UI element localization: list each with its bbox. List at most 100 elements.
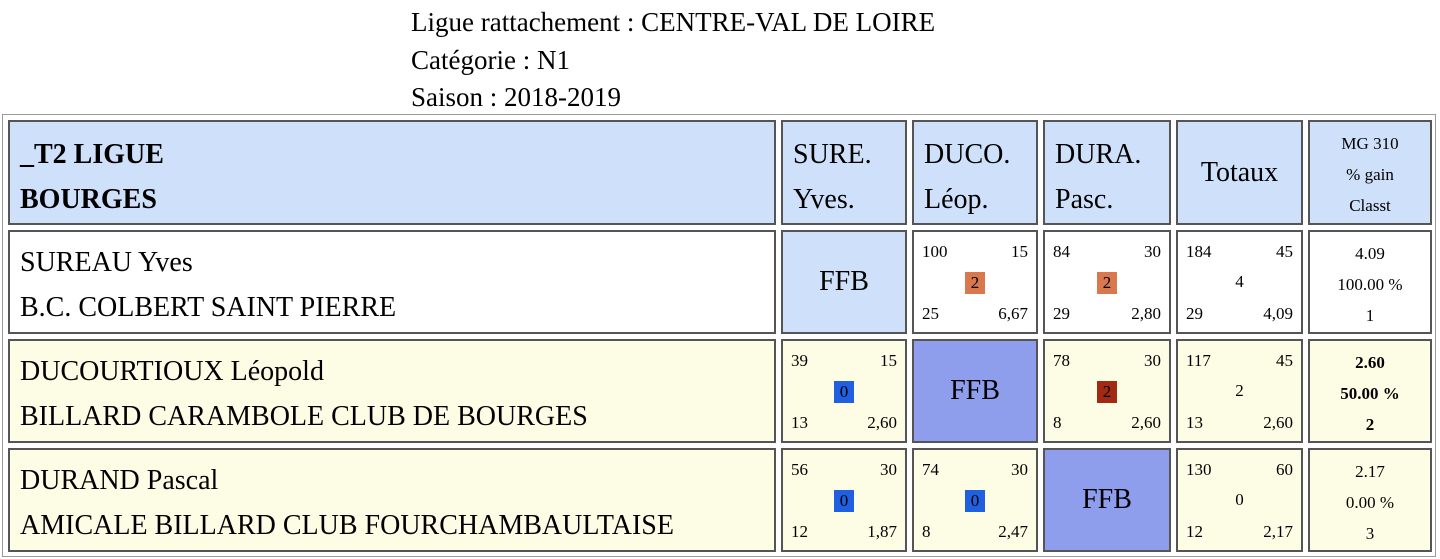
match-points-badge: 2: [965, 272, 985, 294]
average: 2,80: [1131, 304, 1161, 323]
player-name: DURAND Pascal: [20, 465, 219, 496]
column-header-line1: SURE.: [793, 139, 872, 170]
average: 2,60: [1263, 413, 1293, 432]
player-club: B.C. COLBERT SAINT PIERRE: [20, 292, 397, 323]
mg-average: 2.60: [1355, 353, 1385, 372]
column-header-line1: DUCO.: [924, 139, 1011, 170]
rank: 2: [1365, 415, 1375, 434]
innings: 15: [1011, 242, 1028, 261]
gain-percent: 50.00 %: [1340, 384, 1400, 403]
match-points-badge: 0: [834, 381, 854, 403]
rank: 1: [1365, 306, 1375, 325]
best-series: 25: [922, 304, 939, 323]
mg-average: 4.09: [1355, 244, 1385, 263]
player-cell-sureau: SUREAU Yves B.C. COLBERT SAINT PIERRE: [8, 230, 776, 334]
best-series: 13: [1186, 413, 1203, 432]
best-series: 12: [1186, 522, 1203, 541]
column-header-line2: Pasc.: [1055, 184, 1114, 215]
team-city: BOURGES: [20, 184, 157, 215]
total-innings: 45: [1276, 351, 1293, 370]
points: 78: [1053, 351, 1070, 370]
match-points-badge: 0: [834, 490, 854, 512]
innings: 30: [880, 460, 897, 479]
best-series: 29: [1186, 304, 1203, 323]
column-header-line1: DURA.: [1055, 139, 1142, 170]
total-points: 184: [1186, 242, 1212, 261]
page-header: Ligue rattachement : CENTRE-VAL DE LOIRE…: [411, 4, 935, 117]
ffb-cell: FFB: [781, 230, 907, 334]
player-name: SUREAU Yves: [20, 247, 193, 278]
average: 2,60: [1131, 413, 1161, 432]
column-header-line2: Léop.: [924, 184, 989, 215]
player-club: AMICALE BILLARD CLUB FOURCHAMBAULTAISE: [20, 510, 674, 541]
total-match-points: 2: [1235, 381, 1244, 400]
gain-percent: 0.00 %: [1345, 493, 1395, 512]
best-series: 13: [791, 413, 808, 432]
rank: 3: [1365, 524, 1375, 543]
mg-average: 2.17: [1355, 462, 1385, 481]
player-name: DUCOURTIOUX Léopold: [20, 356, 324, 387]
match-points-badge: 2: [1097, 272, 1117, 294]
best-series: 12: [791, 522, 808, 541]
total-innings: 60: [1276, 460, 1293, 479]
player-cell-ducourtioux: DUCOURTIOUX Léopold BILLARD CARAMBOLE CL…: [8, 339, 776, 443]
ligue-line: Ligue rattachement : CENTRE-VAL DE LOIRE: [411, 7, 936, 37]
column-header-ducourtioux: DUCO. Léop.: [912, 120, 1038, 225]
total-match-points: 4: [1235, 272, 1244, 291]
ffb-label: FFB: [819, 266, 869, 297]
ffb-label: FFB: [950, 375, 1000, 406]
match-points-badge: 2: [1097, 381, 1117, 403]
average: 6,67: [998, 304, 1028, 323]
totals-cell: 130 60 0 12 2,17: [1176, 448, 1303, 552]
ffb-label: FFB: [1082, 484, 1132, 515]
saison-line: Saison : 2018-2019: [411, 82, 622, 112]
points: 84: [1053, 242, 1070, 261]
classt-label: Classt: [1349, 196, 1391, 215]
categorie-line: Catégorie : N1: [411, 44, 570, 75]
column-header-line2: Yves.: [793, 184, 855, 215]
mg-cell: 4.09 100.00 % 1: [1308, 230, 1432, 334]
results-grid: _T2 LIGUE BOURGES SURE. Yves. DUCO. Léop…: [2, 114, 1436, 557]
average: 2,60: [867, 413, 897, 432]
totals-cell: 184 45 4 29 4,09: [1176, 230, 1303, 334]
mg-label: MG 310: [1341, 134, 1399, 153]
mg-cell: 2.60 50.00 % 2: [1308, 339, 1432, 443]
mg-cell: 2.17 0.00 % 3: [1308, 448, 1432, 552]
points: 56: [791, 460, 808, 479]
column-header-sureau: SURE. Yves.: [781, 120, 907, 225]
result-cell: 56 30 0 12 1,87: [781, 448, 907, 552]
team-header-cell: _T2 LIGUE BOURGES: [8, 120, 776, 225]
average: 4,09: [1263, 304, 1293, 323]
innings: 30: [1144, 242, 1161, 261]
innings: 30: [1011, 460, 1028, 479]
total-match-points: 0: [1235, 490, 1244, 509]
result-cell: 100 15 2 25 6,67: [912, 230, 1038, 334]
match-points-badge: 0: [965, 490, 985, 512]
ffb-cell: FFB: [1043, 448, 1171, 552]
team-name: _T2 LIGUE: [20, 139, 164, 170]
result-cell: 39 15 0 13 2,60: [781, 339, 907, 443]
total-points: 117: [1186, 351, 1211, 370]
average: 2,47: [998, 522, 1028, 541]
total-innings: 45: [1276, 242, 1293, 261]
best-series: 8: [922, 522, 931, 541]
totals-header: Totaux: [1176, 120, 1303, 225]
best-series: 29: [1053, 304, 1070, 323]
column-header-durand: DURA. Pasc.: [1043, 120, 1171, 225]
average: 2,17: [1263, 522, 1293, 541]
result-cell: 78 30 2 8 2,60: [1043, 339, 1171, 443]
points: 100: [922, 242, 948, 261]
points: 74: [922, 460, 939, 479]
mg-header: MG 310 % gain Classt: [1308, 120, 1432, 225]
result-cell: 74 30 0 8 2,47: [912, 448, 1038, 552]
gain-percent: 100.00 %: [1337, 275, 1403, 294]
innings: 15: [880, 351, 897, 370]
gain-label: % gain: [1346, 165, 1394, 184]
player-club: BILLARD CARAMBOLE CLUB DE BOURGES: [20, 401, 588, 432]
best-series: 8: [1053, 413, 1062, 432]
ffb-cell: FFB: [912, 339, 1038, 443]
average: 1,87: [867, 522, 897, 541]
totals-cell: 117 45 2 13 2,60: [1176, 339, 1303, 443]
innings: 30: [1144, 351, 1161, 370]
player-cell-durand: DURAND Pascal AMICALE BILLARD CLUB FOURC…: [8, 448, 776, 552]
